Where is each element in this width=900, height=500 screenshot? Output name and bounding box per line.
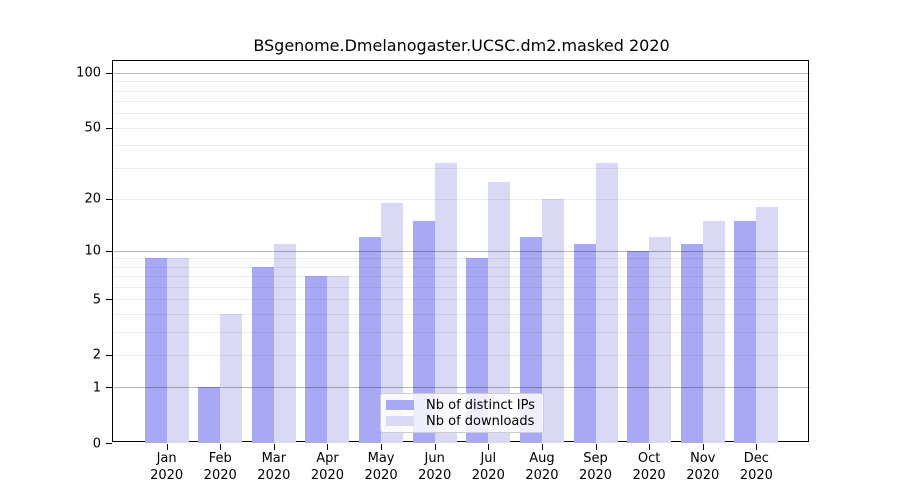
bar-distinct-ips-jan xyxy=(144,258,167,443)
bar-downloads-jun xyxy=(434,162,457,443)
x-tick-sep xyxy=(596,444,597,450)
bar-downloads-sep xyxy=(595,162,618,443)
legend-swatch-distinct-ips-icon xyxy=(386,400,414,410)
legend-label-downloads: Nb of downloads xyxy=(426,413,535,429)
x-tick-label-oct: Oct 2020 xyxy=(632,451,666,483)
x-tick-oct xyxy=(649,444,650,450)
axis-layer: 100 50 20 10 5 2 1 0 Jan 2020 Feb 2020 Mar 2020 Apr 202… xyxy=(76,61,810,483)
bar-distinct-ips-apr xyxy=(305,276,328,443)
y-tick-label-100: 100 xyxy=(76,65,101,81)
legend: Nb of distinct IPs Nb of downloads xyxy=(380,393,544,433)
bar-downloads-feb xyxy=(220,313,243,443)
bar-downloads-apr xyxy=(327,276,350,443)
plot-area: 100 50 20 10 5 2 1 0 Jan 2020 Feb 2020 Mar 2020 Apr 202… xyxy=(76,60,810,483)
y-tick-label-10: 10 xyxy=(84,243,101,259)
legend-item-distinct-ips: Nb of distinct IPs xyxy=(386,397,537,413)
x-tick-feb xyxy=(220,444,221,450)
x-tick-label-may: May 2020 xyxy=(364,451,398,483)
x-tick-label-feb: Feb 2020 xyxy=(203,451,237,483)
y-tick-1 xyxy=(106,387,112,388)
x-tick-jun xyxy=(435,444,436,450)
y-tick-0 xyxy=(106,443,112,444)
x-tick-nov xyxy=(703,444,704,450)
y-tick-label-20: 20 xyxy=(84,191,101,207)
x-tick-label-sep: Sep 2020 xyxy=(578,451,613,483)
bar-distinct-ips-nov xyxy=(680,243,703,443)
x-tick-label-jun: Jun 2020 xyxy=(418,451,452,483)
x-tick-aug xyxy=(542,444,543,450)
y-tick-label-2: 2 xyxy=(92,347,101,363)
y-tick-label-0: 0 xyxy=(92,436,101,451)
x-tick-mar xyxy=(274,444,275,450)
bars-layer xyxy=(113,61,810,443)
y-tick-label-1: 1 xyxy=(92,380,101,396)
bar-downloads-jul xyxy=(488,181,511,443)
x-tick-jan xyxy=(167,444,168,450)
bar-distinct-ips-dec xyxy=(734,220,757,443)
y-tick-20 xyxy=(106,199,112,200)
bar-downloads-nov xyxy=(702,220,725,443)
bar-downloads-jan xyxy=(166,258,189,443)
bar-distinct-ips-jun xyxy=(412,220,435,443)
y-tick-100 xyxy=(106,73,112,74)
bar-downloads-mar xyxy=(273,243,296,443)
bar-downloads-aug xyxy=(541,198,564,443)
y-tick-label-50: 50 xyxy=(84,120,101,136)
bar-downloads-oct xyxy=(649,237,672,443)
x-tick-jul xyxy=(488,444,489,450)
x-tick-label-aug: Aug 2020 xyxy=(525,451,559,483)
chart-title: BSgenome.Dmelanogaster.UCSC.dm2.masked 2… xyxy=(253,36,670,55)
legend-swatch-downloads-icon xyxy=(386,416,414,426)
x-tick-label-dec: Dec 2020 xyxy=(739,451,773,483)
y-tick-5 xyxy=(106,299,112,300)
x-tick-may xyxy=(381,444,382,450)
x-tick-label-jan: Jan 2020 xyxy=(150,451,184,483)
bar-distinct-ips-aug xyxy=(519,237,542,443)
y-tick-label-5: 5 xyxy=(92,292,101,308)
x-tick-dec xyxy=(756,444,757,450)
legend-label-distinct-ips: Nb of distinct IPs xyxy=(426,397,535,413)
legend-item-downloads: Nb of downloads xyxy=(386,413,537,429)
x-tick-label-jul: Jul 2020 xyxy=(471,451,505,483)
x-tick-label-apr: Apr 2020 xyxy=(310,451,344,483)
bar-distinct-ips-oct xyxy=(627,250,650,443)
y-tick-50 xyxy=(106,128,112,129)
bar-distinct-ips-may xyxy=(359,237,382,443)
bar-distinct-ips-sep xyxy=(573,243,596,443)
bar-downloads-may xyxy=(381,202,404,443)
bar-distinct-ips-mar xyxy=(251,266,274,443)
y-tick-10 xyxy=(106,251,112,252)
bar-distinct-ips-feb xyxy=(198,387,221,443)
x-tick-apr xyxy=(327,444,328,450)
bar-downloads-dec xyxy=(756,206,779,443)
x-tick-label-nov: Nov 2020 xyxy=(686,451,720,483)
y-tick-2 xyxy=(106,355,112,356)
x-tick-label-mar: Mar 2020 xyxy=(257,451,291,483)
